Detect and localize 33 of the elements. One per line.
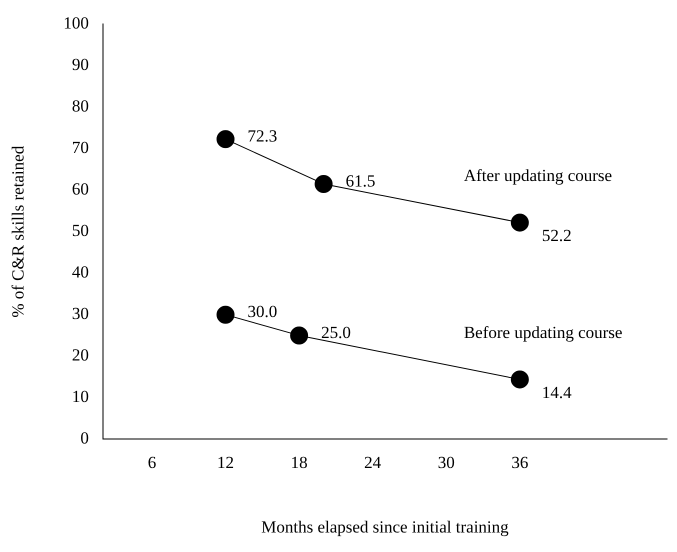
y-tick-label: 40 xyxy=(72,262,89,282)
data-label: 52.2 xyxy=(542,226,572,246)
point xyxy=(510,214,529,232)
data-label: 61.5 xyxy=(346,171,376,190)
y-tick-label: 0 xyxy=(80,428,89,448)
y-tick-label: 50 xyxy=(72,221,89,240)
y-tick-label: 70 xyxy=(72,138,89,158)
point xyxy=(290,326,308,344)
y-tick-label: 10 xyxy=(72,387,89,406)
x-tick-label: 36 xyxy=(511,452,528,472)
x-tick-label: 12 xyxy=(217,452,234,472)
y-tick-label: 20 xyxy=(72,346,89,365)
data-label: 72.3 xyxy=(248,126,278,146)
series-label: Before updating course xyxy=(464,322,622,342)
x-tick-label: 18 xyxy=(290,452,308,472)
y-tick-label: 90 xyxy=(72,55,89,74)
point xyxy=(510,370,529,388)
x-tick-label: 6 xyxy=(148,452,156,472)
point xyxy=(216,306,235,324)
series-label: After updating course xyxy=(464,166,612,186)
y-tick-label: 60 xyxy=(72,180,89,199)
data-label: 30.0 xyxy=(248,302,278,322)
point xyxy=(314,174,333,193)
x-tick-label: 24 xyxy=(364,452,382,472)
y-tick-label: 80 xyxy=(72,96,89,116)
data-label: 25.0 xyxy=(321,322,351,342)
x-tick-label: 30 xyxy=(438,452,455,472)
y-tick-label: 100 xyxy=(63,14,89,33)
data-label: 14.4 xyxy=(542,382,572,402)
x-axis-title: Months elapsed since initial training xyxy=(261,517,510,536)
y-axis-title: % of C&R skills retained xyxy=(8,145,28,318)
y-tick-label: 30 xyxy=(72,304,89,324)
point xyxy=(216,130,235,148)
